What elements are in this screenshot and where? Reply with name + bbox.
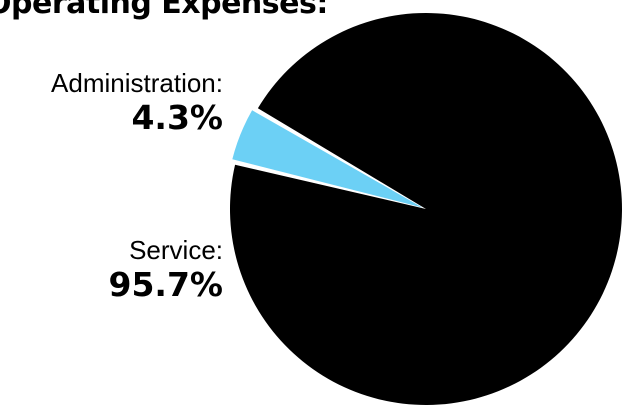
slice-name-service: Service: (129, 235, 223, 265)
slice-value-service: 95.7% (108, 265, 224, 304)
pie-slice-service (229, 12, 622, 405)
pie-slice-administration (232, 110, 423, 208)
slice-label-administration: Administration: 4.3% (51, 68, 223, 138)
slice-label-service: Service: 95.7% (109, 235, 224, 305)
slice-name-administration: Administration: (51, 68, 223, 98)
slice-value-administration: 4.3% (131, 98, 223, 137)
chart-title: Operating Expenses: (0, 0, 328, 21)
